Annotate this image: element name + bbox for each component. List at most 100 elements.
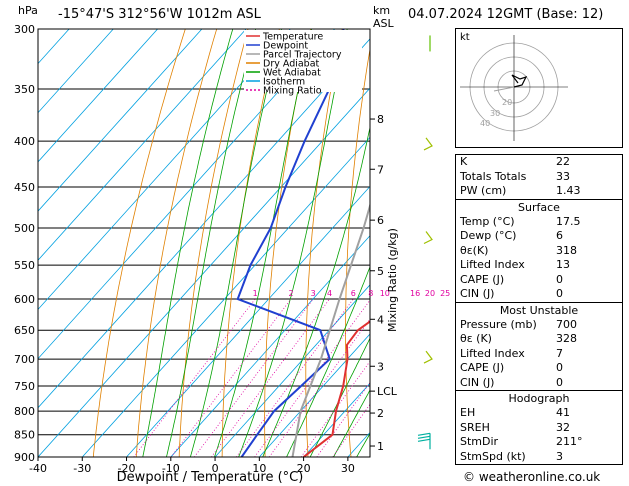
height-tick-label: 4 bbox=[377, 313, 384, 326]
mixing-ratio-label: 3 bbox=[311, 289, 316, 298]
dewpoint-line bbox=[236, 29, 345, 457]
index-label: Totals Totals bbox=[460, 169, 527, 183]
wind-barb bbox=[423, 231, 433, 245]
x-tick-label: 0 bbox=[212, 462, 219, 475]
most-unstable-title: Most Unstable bbox=[499, 303, 579, 317]
mixing-ratio-label: 25 bbox=[440, 289, 450, 298]
index-value: 13 bbox=[556, 258, 570, 271]
pressure-tick-label: 450 bbox=[14, 181, 35, 194]
isotherm-line bbox=[38, 29, 335, 360]
parcel-trajectory-line bbox=[291, 202, 370, 457]
isotherm-line bbox=[126, 185, 370, 457]
index-value: 17.5 bbox=[556, 214, 581, 228]
index-label: StmDir bbox=[460, 435, 499, 448]
index-row: CAPE (J) 0 bbox=[456, 361, 622, 376]
pressure-tick-label: 300 bbox=[14, 23, 35, 36]
isotherm-line bbox=[38, 29, 158, 163]
index-label: CIN (J) bbox=[460, 375, 495, 389]
pressure-tick-label: 350 bbox=[14, 83, 35, 96]
index-label: CIN (J) bbox=[460, 287, 495, 300]
wind-barb bbox=[423, 350, 433, 364]
hodograph-storm-vector bbox=[493, 86, 515, 92]
pressure-unit-label: hPa bbox=[18, 4, 38, 17]
index-row: Pressure (mb) 700 bbox=[456, 318, 622, 333]
index-value: 700 bbox=[556, 317, 577, 331]
dry-adiabat-line bbox=[92, 29, 186, 457]
index-row: EH 41 bbox=[456, 406, 622, 421]
x-tick-label: -20 bbox=[118, 462, 136, 475]
pressure-axis: 300 350 400 450 500 550 600 650 700 750 800 850 900 bbox=[14, 23, 35, 464]
legend-label: Dry Adiabat bbox=[263, 59, 320, 70]
hodograph-ring-label: 20 bbox=[502, 98, 512, 107]
pressure-tick-label: 800 bbox=[14, 405, 35, 418]
surface-title: Surface bbox=[518, 200, 560, 214]
mixing-ratio-line bbox=[300, 360, 370, 457]
legend-label: Isotherm bbox=[263, 77, 305, 88]
pressure-tick-label: 900 bbox=[14, 451, 35, 464]
pressure-tick-label: 850 bbox=[14, 429, 35, 442]
x-tick-label: 10 bbox=[252, 462, 266, 475]
dry-adiabat-line bbox=[221, 29, 280, 457]
index-label: EH bbox=[460, 406, 476, 419]
isotherm-line bbox=[38, 29, 203, 212]
index-value: 22 bbox=[556, 155, 570, 168]
legend-label: Temperature bbox=[262, 32, 323, 43]
index-label: Temp (°C) bbox=[460, 214, 515, 228]
mixing-ratio-labels: 1 2 3 4 6 8 10 16 20 25 bbox=[253, 289, 451, 298]
wet-adiabat-line bbox=[142, 29, 234, 457]
index-row: StmDir 211° bbox=[456, 435, 622, 450]
mixing-ratio-label: 6 bbox=[351, 289, 356, 298]
pressure-tick-label: 700 bbox=[14, 353, 35, 366]
mixing-ratio-label: 8 bbox=[368, 289, 373, 298]
profile-lines bbox=[236, 29, 370, 457]
mixing-ratio-line bbox=[268, 318, 370, 457]
index-label: PW (cm) bbox=[460, 184, 507, 197]
mixing-ratio-line bbox=[133, 298, 256, 457]
x-axis-label: Dewpoint / Temperature (°C) bbox=[117, 470, 304, 485]
location-title: -15°47'S 312°56'W 1012m ASL bbox=[58, 7, 261, 22]
dry-adiabat-line bbox=[345, 47, 370, 457]
index-row: CAPE (J) 0 bbox=[456, 273, 622, 288]
index-label: CAPE (J) bbox=[460, 272, 505, 286]
mixing-ratio-line bbox=[211, 298, 330, 457]
x-tick-label: 30 bbox=[341, 462, 355, 475]
height-tick-label: 6 bbox=[377, 214, 384, 227]
index-value: 328 bbox=[556, 332, 577, 345]
legend-label: Wet Adiabat bbox=[263, 68, 321, 79]
index-label: θε(K) bbox=[460, 243, 489, 257]
dry-adiabat-line bbox=[305, 29, 343, 457]
index-value: 318 bbox=[556, 243, 577, 257]
wet-adiabat-line bbox=[309, 337, 370, 457]
mixing-ratio-label: 2 bbox=[288, 289, 293, 298]
wind-barb bbox=[417, 432, 431, 450]
legend-label: Parcel Trajectory bbox=[263, 50, 342, 61]
index-value: 6 bbox=[556, 229, 563, 242]
mixing-ratio-label: 4 bbox=[327, 289, 332, 298]
wet-adiabat-line bbox=[165, 29, 256, 457]
wet-adiabat-line bbox=[333, 389, 370, 457]
hodograph-title: Hodograph bbox=[508, 392, 570, 405]
wet-adiabat-line bbox=[262, 125, 370, 457]
pressure-tick-label: 600 bbox=[14, 293, 35, 306]
x-tick-label: -10 bbox=[162, 462, 180, 475]
mixing-ratio-line bbox=[170, 298, 292, 457]
mixing-ratio-label: 16 bbox=[410, 289, 420, 298]
index-row: Temp (°C) 17.5 bbox=[456, 215, 622, 230]
index-row: CIN (J) 0 bbox=[456, 376, 622, 391]
height-tick-label: 2 bbox=[377, 407, 384, 420]
hodograph-trace bbox=[511, 74, 528, 88]
mixing-ratio-line bbox=[193, 298, 314, 457]
height-axis: 8 7 6 5 4 3 LCL 2 1 bbox=[370, 113, 398, 453]
index-label: K bbox=[460, 155, 468, 168]
hodograph-ring-label: 30 bbox=[490, 109, 500, 118]
index-label: SREH bbox=[460, 420, 490, 434]
temperature-line bbox=[302, 320, 370, 457]
indices-table: K 22 Totals Totals 33 PW (cm) 1.43 Surface Te… bbox=[455, 154, 623, 465]
index-label: Lifted Index bbox=[460, 258, 525, 271]
dry-adiabat-line bbox=[135, 29, 218, 457]
height-tick-label: LCL bbox=[377, 385, 398, 398]
isotherm-line bbox=[38, 29, 291, 311]
index-row: Totals Totals 33 bbox=[456, 170, 622, 185]
index-row: CIN (J) 0 bbox=[456, 287, 622, 302]
